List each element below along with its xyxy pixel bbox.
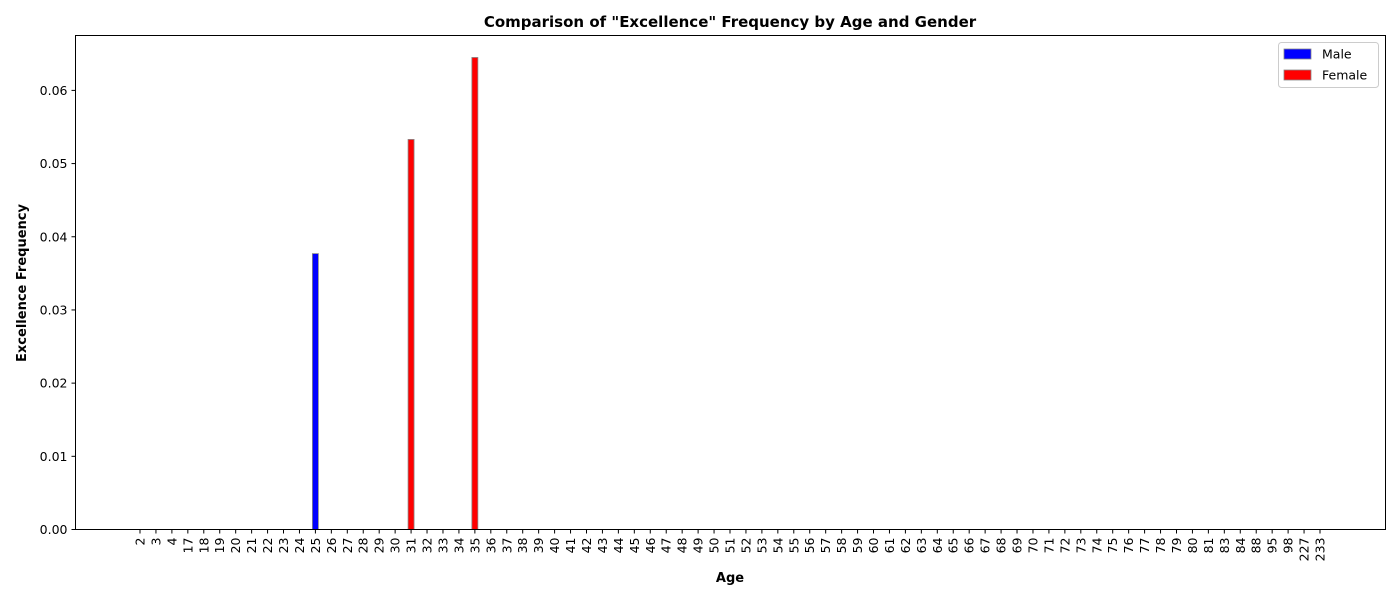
- x-tick-label: 37: [499, 538, 514, 554]
- x-tick-label: 43: [595, 538, 610, 554]
- y-tick-label: 0.04: [40, 229, 68, 244]
- chart-title: Comparison of "Excellence" Frequency by …: [484, 13, 977, 31]
- x-tick-label: 49: [691, 537, 706, 553]
- x-tick-label: 28: [356, 537, 371, 553]
- x-tick-label: 56: [802, 537, 817, 553]
- bar-male-25: [312, 253, 319, 530]
- x-tick-label: 78: [1153, 537, 1168, 553]
- x-tick-label: 74: [1089, 537, 1104, 553]
- x-tick-label: 62: [898, 538, 913, 554]
- x-tick-label: 25: [308, 538, 323, 554]
- y-axis-ticks: 0.00 0.01 0.02 0.03 0.04 0.05 0.06: [40, 83, 76, 537]
- x-tick-label: 79: [1169, 537, 1184, 553]
- x-tick-label: 81: [1201, 538, 1216, 554]
- x-tick-label: 26: [324, 537, 339, 553]
- x-tick-label: 34: [451, 537, 466, 553]
- x-tick-label: 50: [707, 537, 722, 553]
- x-tick-label: 4: [164, 537, 179, 545]
- x-tick-label: 3: [148, 538, 163, 546]
- x-tick-label: 57: [818, 538, 833, 554]
- x-tick-label: 77: [1137, 538, 1152, 554]
- x-tick-label: 88: [1249, 537, 1264, 553]
- x-tick-label: 44: [611, 537, 626, 553]
- x-tick-label: 75: [1105, 538, 1120, 554]
- x-tick-label: 17: [180, 538, 195, 554]
- x-tick-label: 20: [228, 537, 243, 553]
- legend: Male Female: [1278, 42, 1379, 88]
- x-tick-label: 63: [914, 538, 929, 554]
- x-tick-label: 58: [834, 537, 849, 553]
- x-tick-label: 53: [754, 538, 769, 554]
- x-tick-label: 72: [1057, 538, 1072, 554]
- x-tick-label: 54: [770, 537, 785, 553]
- y-tick-label: 0.06: [40, 83, 68, 98]
- x-tick-label: 38: [515, 537, 530, 553]
- x-tick-label: 2: [133, 538, 148, 546]
- x-tick-label: 61: [882, 538, 897, 554]
- x-tick-label: 95: [1265, 538, 1280, 554]
- x-tick-label: 98: [1281, 537, 1296, 553]
- x-tick-label: 40: [547, 537, 562, 553]
- y-axis-label: Excellence Frequency: [15, 204, 30, 362]
- x-tick-label: 70: [1025, 537, 1040, 553]
- x-tick-label: 47: [659, 538, 674, 554]
- x-tick-label: 32: [420, 538, 435, 554]
- x-tick-label: 18: [196, 537, 211, 553]
- bar-female-31: [407, 139, 415, 530]
- x-tick-label: 80: [1185, 537, 1200, 553]
- x-tick-label: 41: [563, 538, 578, 554]
- x-tick-label: 27: [340, 538, 355, 554]
- y-tick-label: 0.02: [40, 376, 68, 391]
- x-tick-label: 60: [866, 537, 881, 553]
- x-tick-label: 73: [1073, 538, 1088, 554]
- x-tick-label: 33: [435, 538, 450, 554]
- x-tick-label: 71: [1041, 538, 1056, 554]
- x-tick-label: 23: [276, 538, 291, 554]
- x-axis-ticks: 2 3 4 17 18 19 20 21 22 23 24 25 26 27 28 29 30 31 32 33 34 3…: [133, 529, 1328, 562]
- x-tick-label: 19: [212, 537, 227, 553]
- legend-label-female: Female: [1322, 68, 1368, 83]
- x-tick-label: 22: [260, 538, 275, 554]
- x-tick-label: 52: [738, 538, 753, 554]
- bar-female-35: [471, 57, 479, 530]
- x-tick-label: 39: [531, 537, 546, 553]
- x-tick-label: 48: [675, 537, 690, 553]
- x-tick-label: 84: [1233, 537, 1248, 553]
- x-axis-label: Age: [716, 571, 744, 586]
- x-tick-label: 55: [786, 538, 801, 554]
- x-tick-label: 35: [467, 538, 482, 554]
- x-tick-label: 42: [579, 538, 594, 554]
- x-tick-label: 21: [244, 538, 259, 554]
- x-tick-label: 31: [404, 538, 419, 554]
- legend-swatch-male: [1283, 48, 1312, 60]
- x-tick-label: 233: [1313, 538, 1328, 562]
- x-tick-label: 29: [372, 537, 387, 553]
- plot-area-frame: [75, 35, 1386, 530]
- x-tick-label: 69: [1010, 537, 1025, 553]
- bars-group: [312, 57, 479, 530]
- y-tick-label: 0.03: [40, 302, 68, 317]
- x-tick-label: 30: [388, 537, 403, 553]
- x-tick-label: 45: [627, 538, 642, 554]
- x-tick-label: 65: [946, 538, 961, 554]
- y-tick-label: 0.01: [40, 449, 68, 464]
- x-tick-label: 83: [1217, 538, 1232, 554]
- x-tick-label: 46: [643, 537, 658, 553]
- x-tick-label: 66: [962, 537, 977, 553]
- x-tick-label: 51: [723, 538, 738, 554]
- x-tick-label: 36: [483, 537, 498, 553]
- x-tick-label: 24: [292, 537, 307, 553]
- x-tick-label: 76: [1121, 537, 1136, 553]
- y-tick-label: 0.00: [40, 522, 68, 537]
- y-tick-label: 0.05: [40, 156, 68, 171]
- legend-label-male: Male: [1322, 47, 1352, 62]
- x-tick-label: 227: [1297, 538, 1312, 562]
- legend-swatch-female: [1283, 69, 1312, 81]
- x-tick-label: 59: [850, 537, 865, 553]
- x-tick-label: 68: [994, 537, 1009, 553]
- x-tick-label: 64: [930, 537, 945, 553]
- x-tick-label: 67: [978, 538, 993, 554]
